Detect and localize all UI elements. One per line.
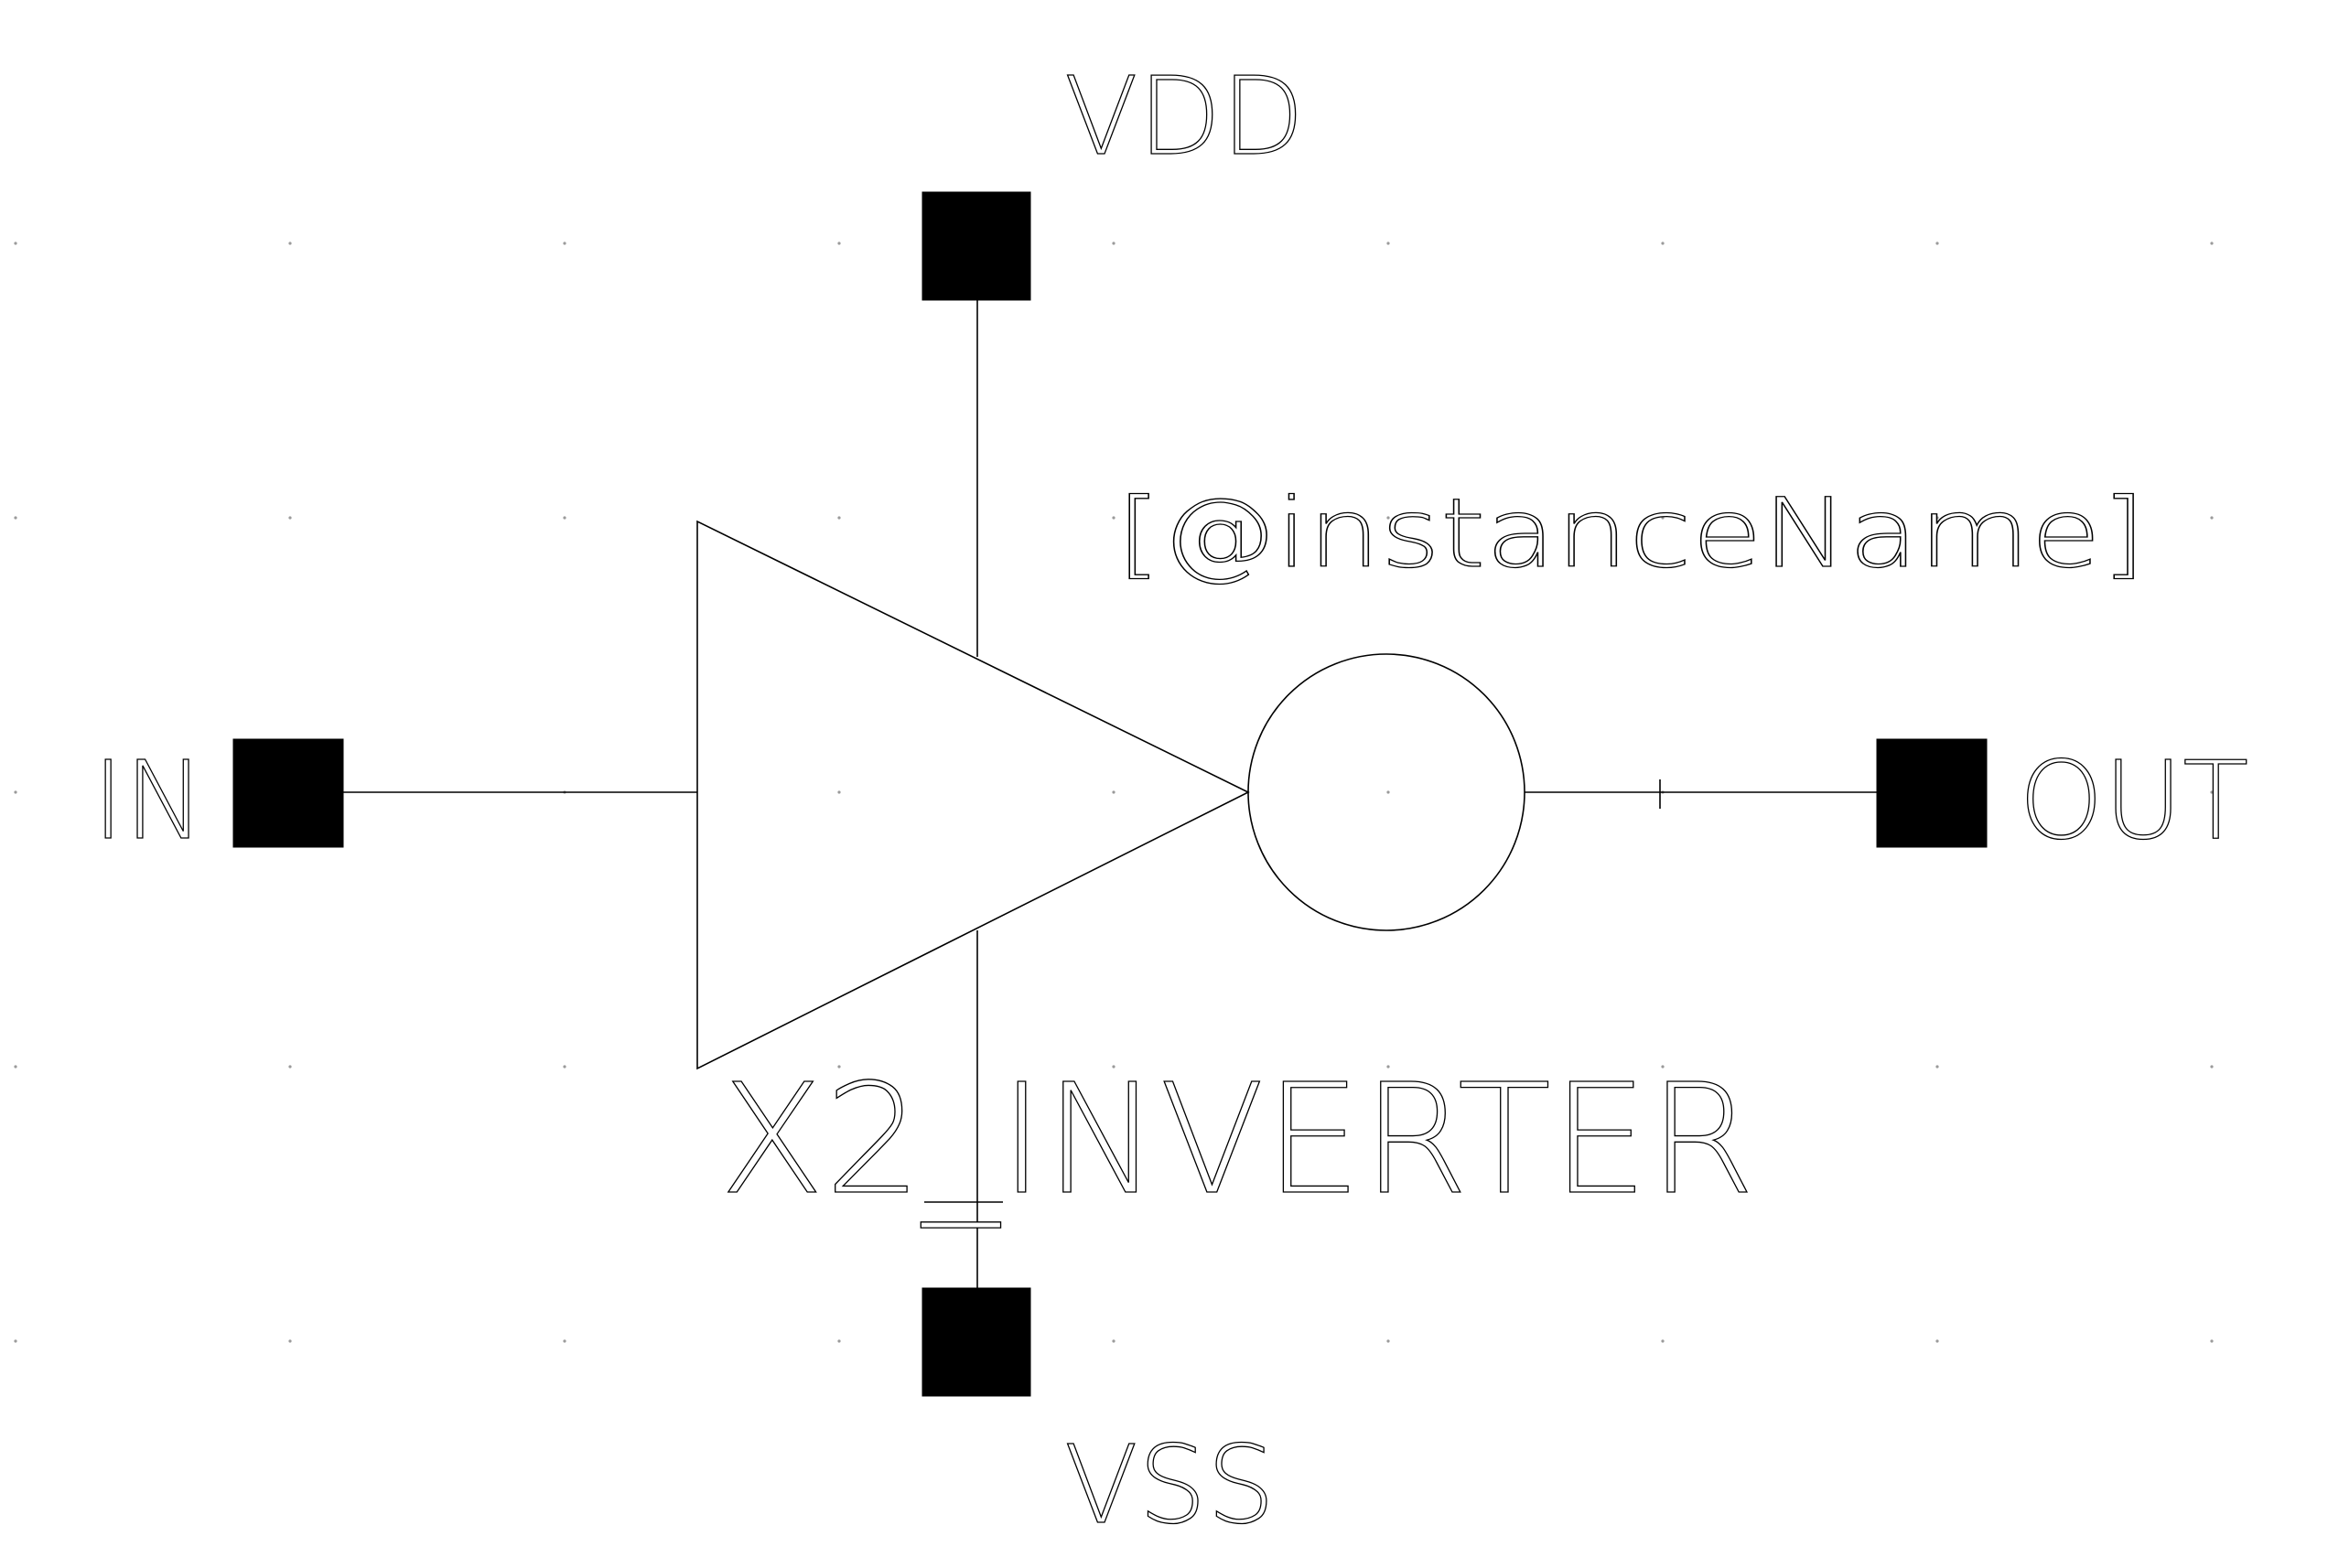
grid-dot xyxy=(837,516,841,520)
grid-dot xyxy=(2210,1339,2214,1343)
grid-dot xyxy=(1386,1339,1390,1343)
vss-pin[interactable] xyxy=(922,1287,1031,1397)
out-pin[interactable] xyxy=(1876,738,1988,848)
instance-name-label: [@instanceName] xyxy=(1116,478,2146,589)
grid-dot xyxy=(288,242,292,245)
grid-dot xyxy=(563,1339,566,1343)
grid-dot xyxy=(1112,516,1116,520)
grid-dot xyxy=(1112,1339,1116,1343)
grid-dot xyxy=(2210,242,2214,245)
grid-dot xyxy=(1386,1065,1390,1069)
grid-dot xyxy=(837,242,841,245)
grid-dot xyxy=(1112,242,1116,245)
grid-dot xyxy=(1935,516,1939,520)
grid-dot xyxy=(14,790,17,794)
vss-label: VSS xyxy=(1064,1422,1276,1548)
in-pin[interactable] xyxy=(232,738,344,848)
grid-dot xyxy=(1112,1065,1116,1069)
grid-dot xyxy=(14,516,17,520)
grid-dot xyxy=(2210,1065,2214,1069)
grid-dot xyxy=(837,1339,841,1343)
grid-dot xyxy=(2210,790,2214,794)
grid-dot xyxy=(1386,790,1390,794)
inverter-bubble xyxy=(1247,653,1525,931)
grid-dot xyxy=(563,242,566,245)
grid-dot xyxy=(288,516,292,520)
grid-dot xyxy=(1935,242,1939,245)
grid-dot xyxy=(1661,242,1665,245)
grid-dot xyxy=(837,1065,841,1069)
grid-dot xyxy=(288,1339,292,1343)
grid-dots xyxy=(14,242,2214,1343)
symbol-name-label: X2_INVERTER xyxy=(719,1052,1755,1229)
grid-dot xyxy=(14,242,17,245)
inverter-triangle xyxy=(696,520,1250,1070)
grid-dot xyxy=(288,1065,292,1069)
grid-dot xyxy=(563,1065,566,1069)
grid-dot xyxy=(14,1339,17,1343)
in-label: IN xyxy=(92,737,205,864)
vdd-label: VDD xyxy=(1064,53,1304,179)
grid-dot xyxy=(1661,1339,1665,1343)
grid-dot xyxy=(2210,516,2214,520)
grid-dot xyxy=(1386,516,1390,520)
grid-dot xyxy=(1935,1339,1939,1343)
grid-dot xyxy=(1661,516,1665,520)
out-label: OUT xyxy=(2019,737,2248,864)
grid-dot xyxy=(14,1065,17,1069)
grid-dot xyxy=(563,516,566,520)
grid-dot xyxy=(1112,790,1116,794)
vdd-pin[interactable] xyxy=(922,191,1031,301)
grid-dot xyxy=(1935,1065,1939,1069)
grid-dot xyxy=(1386,242,1390,245)
grid-dot xyxy=(837,790,841,794)
grid-dot xyxy=(1661,1065,1665,1069)
